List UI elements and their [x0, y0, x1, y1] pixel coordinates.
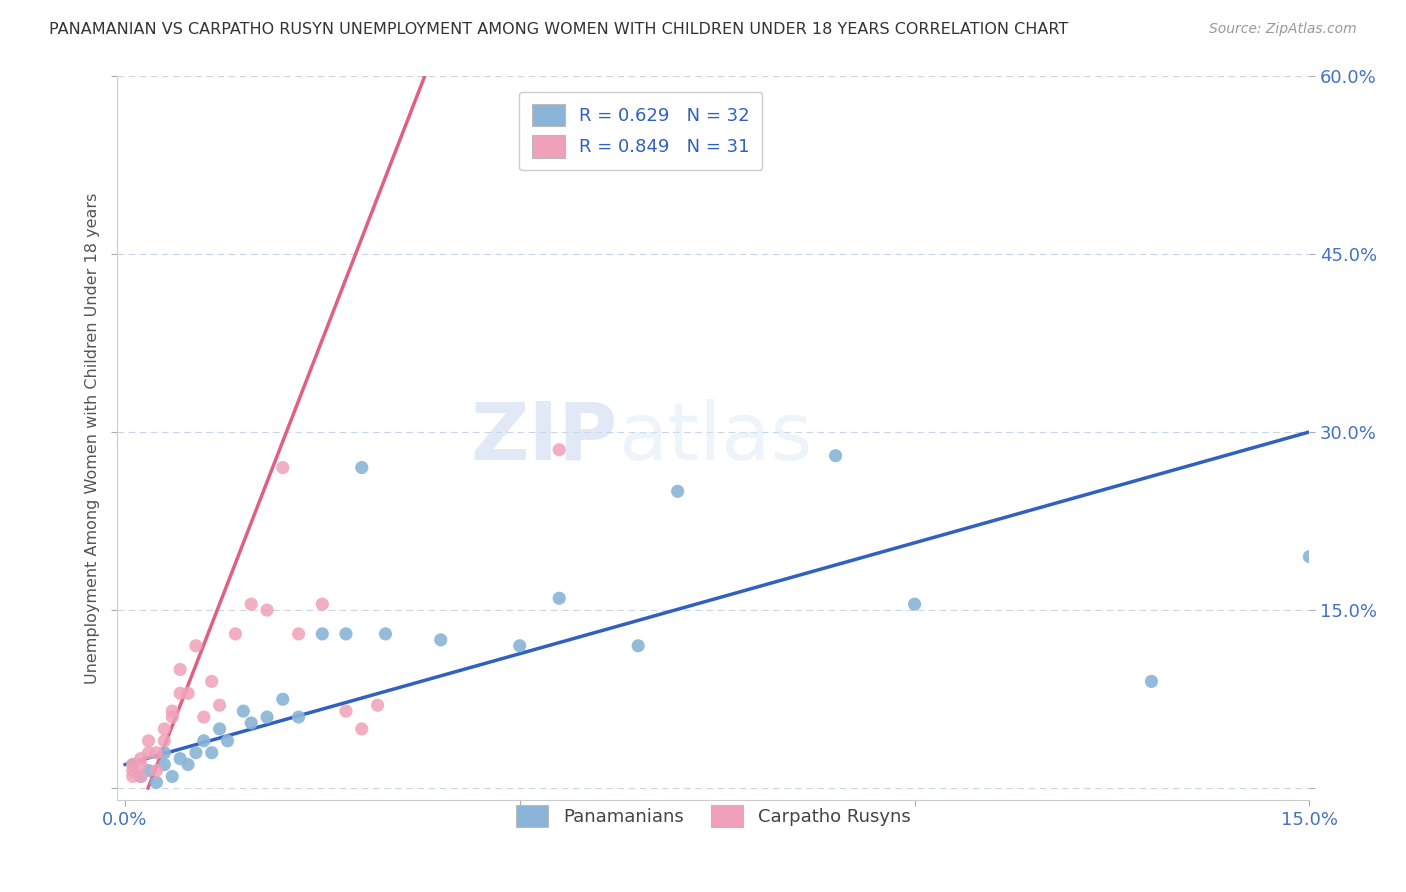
- Point: [184, 639, 207, 653]
- Point: [184, 746, 207, 760]
- Point: [162, 769, 184, 783]
- Text: PANAMANIAN VS CARPATHO RUSYN UNEMPLOYMENT AMONG WOMEN WITH CHILDREN UNDER 18 YEA: PANAMANIAN VS CARPATHO RUSYN UNEMPLOYMEN…: [49, 22, 1069, 37]
- Point: [129, 751, 152, 765]
- Text: Source: ZipAtlas.com: Source: ZipAtlas.com: [1209, 22, 1357, 37]
- Point: [145, 775, 167, 789]
- Point: [666, 484, 689, 499]
- Point: [121, 769, 143, 783]
- Point: [240, 716, 263, 731]
- Point: [162, 710, 184, 724]
- Point: [350, 722, 373, 736]
- Point: [129, 757, 152, 772]
- Text: ZIP: ZIP: [471, 399, 617, 477]
- Point: [208, 722, 231, 736]
- Point: [271, 460, 294, 475]
- Point: [208, 698, 231, 713]
- Point: [153, 746, 176, 760]
- Point: [153, 734, 176, 748]
- Point: [256, 603, 278, 617]
- Point: [240, 597, 263, 611]
- Legend: Panamanians, Carpatho Rusyns: Panamanians, Carpatho Rusyns: [509, 798, 918, 835]
- Point: [169, 686, 191, 700]
- Point: [271, 692, 294, 706]
- Point: [193, 734, 215, 748]
- Point: [1298, 549, 1320, 564]
- Point: [627, 639, 650, 653]
- Point: [217, 734, 239, 748]
- Point: [287, 627, 309, 641]
- Point: [129, 769, 152, 783]
- Point: [350, 460, 373, 475]
- Point: [138, 734, 160, 748]
- Point: [311, 597, 333, 611]
- Point: [153, 722, 176, 736]
- Point: [824, 449, 846, 463]
- Point: [138, 746, 160, 760]
- Point: [367, 698, 389, 713]
- Point: [903, 597, 925, 611]
- Point: [548, 591, 571, 606]
- Point: [335, 704, 357, 718]
- Point: [232, 704, 254, 718]
- Point: [509, 639, 531, 653]
- Point: [129, 769, 152, 783]
- Point: [177, 686, 200, 700]
- Point: [256, 710, 278, 724]
- Point: [1140, 674, 1163, 689]
- Point: [145, 746, 167, 760]
- Point: [145, 764, 167, 778]
- Point: [193, 710, 215, 724]
- Point: [548, 442, 571, 457]
- Point: [162, 704, 184, 718]
- Point: [138, 764, 160, 778]
- Y-axis label: Unemployment Among Women with Children Under 18 years: Unemployment Among Women with Children U…: [86, 192, 100, 683]
- Point: [169, 751, 191, 765]
- Point: [177, 757, 200, 772]
- Point: [121, 764, 143, 778]
- Point: [429, 632, 451, 647]
- Point: [335, 627, 357, 641]
- Point: [169, 663, 191, 677]
- Point: [224, 627, 246, 641]
- Point: [374, 627, 396, 641]
- Point: [201, 674, 224, 689]
- Text: atlas: atlas: [617, 399, 813, 477]
- Point: [201, 746, 224, 760]
- Point: [287, 710, 309, 724]
- Point: [311, 627, 333, 641]
- Point: [153, 757, 176, 772]
- Point: [121, 757, 143, 772]
- Point: [121, 757, 143, 772]
